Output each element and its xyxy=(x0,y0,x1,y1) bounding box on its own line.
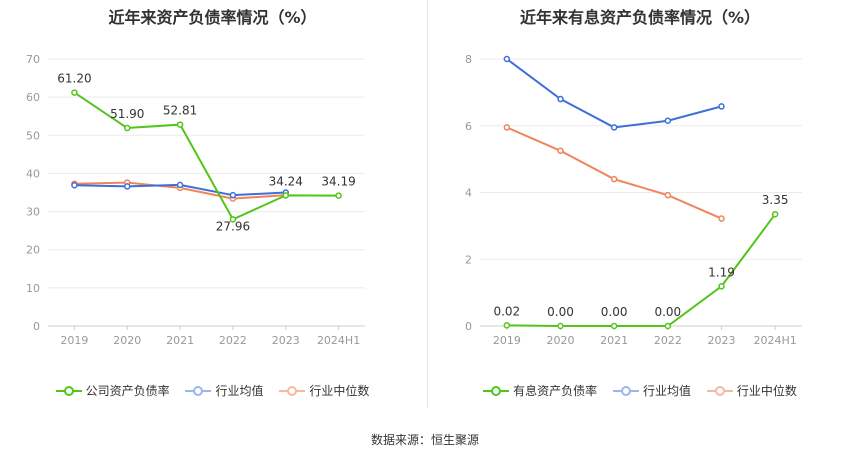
y-tick-label: 8 xyxy=(465,53,472,66)
chart-legend: 有息资产负债率 行业均值 行业中位数 xyxy=(430,382,850,399)
interest-debt-ratio-chart: 0 2 4 6 8 2019 2020 2021 2022 2023 2024H1 0.02 0.00 0… xyxy=(465,53,802,347)
data-point xyxy=(503,55,511,63)
data-point xyxy=(664,191,672,199)
x-tick-label: 2020 xyxy=(113,334,141,347)
legend-line-icon xyxy=(185,385,212,396)
data-point xyxy=(610,175,618,183)
x-tick-label: 2022 xyxy=(219,334,247,347)
legend-label: 行业均值 xyxy=(215,384,264,398)
x-tick-label: 2022 xyxy=(654,334,682,347)
legend-label: 行业中位数 xyxy=(736,384,797,398)
y-tick-label: 0 xyxy=(33,320,40,333)
series-line xyxy=(506,126,722,220)
series-line xyxy=(506,58,722,129)
data-point xyxy=(557,147,564,155)
legend-item-company[interactable]: 公司资产负债率 xyxy=(55,382,170,399)
debt-ratio-chart: 0 10 20 30 40 50 60 70 2019 2020 2021 2022 2023 2024H… xyxy=(26,53,365,347)
data-point xyxy=(664,322,672,330)
data-point xyxy=(718,103,725,110)
data-label: 34.19 xyxy=(321,175,355,189)
data-point xyxy=(176,181,184,189)
left-chart-panel: 近年来资产负债率情况（%） 0 10 20 30 40 50 60 70 2019 2020 202… xyxy=(0,0,425,420)
legend-line-icon xyxy=(483,385,510,396)
legend-item-interest-debt[interactable]: 有息资产负债率 xyxy=(483,382,597,399)
data-point xyxy=(176,121,184,128)
legend-item-industry-median[interactable]: 行业中位数 xyxy=(279,382,369,399)
data-label: 0.00 xyxy=(601,305,628,319)
y-tick-label: 20 xyxy=(26,244,40,257)
legend-line-icon xyxy=(55,385,82,396)
x-tick-label: 2023 xyxy=(272,334,300,347)
data-point xyxy=(282,192,289,199)
data-label: 0.00 xyxy=(547,305,574,319)
data-point xyxy=(124,124,131,132)
x-tick-label: 2020 xyxy=(547,334,575,347)
legend-item-industry-median[interactable]: 行业中位数 xyxy=(706,382,797,399)
x-tick-label: 2019 xyxy=(60,334,88,347)
data-point xyxy=(71,182,78,189)
legend-line-icon xyxy=(706,385,733,396)
x-tick-label: 2021 xyxy=(166,334,194,347)
source-value: 恒生聚源 xyxy=(431,433,480,447)
chart-title: 近年来有息资产负债率情况（%） xyxy=(519,8,761,27)
data-label: 3.35 xyxy=(762,193,789,207)
panel-divider xyxy=(427,0,428,408)
source-label: 数据来源： xyxy=(370,433,431,447)
legend-label: 有息资产负债率 xyxy=(513,384,598,398)
data-source-note: 数据来源：恒生聚源 xyxy=(0,431,850,448)
y-tick-label: 10 xyxy=(26,282,40,295)
data-point xyxy=(557,95,564,103)
legend-line-icon xyxy=(612,385,639,396)
chart-legend: 公司资产负债率 行业均值 行业中位数 xyxy=(0,382,425,399)
data-point xyxy=(229,216,237,223)
data-point xyxy=(610,322,618,330)
legend-label: 行业中位数 xyxy=(309,384,370,398)
data-point xyxy=(503,124,511,131)
data-point xyxy=(718,283,725,290)
legend-label: 行业均值 xyxy=(642,384,691,398)
y-tick-label: 60 xyxy=(26,91,40,104)
x-tick-label: 2023 xyxy=(708,334,736,347)
data-point xyxy=(71,89,78,96)
series-line xyxy=(506,213,776,327)
legend-line-icon xyxy=(279,385,306,396)
data-point xyxy=(718,215,725,222)
data-point xyxy=(503,322,511,329)
data-label: 27.96 xyxy=(216,219,250,233)
data-point xyxy=(124,183,131,190)
series-line xyxy=(73,91,339,221)
data-label: 1.19 xyxy=(708,265,735,279)
chart-title: 近年来资产负债率情况（%） xyxy=(108,8,317,27)
data-label: 34.24 xyxy=(269,174,303,188)
data-label: 0.00 xyxy=(654,305,681,319)
y-tick-label: 30 xyxy=(26,206,40,219)
data-label: 61.20 xyxy=(57,72,91,86)
y-tick-label: 70 xyxy=(26,53,40,66)
legend-item-industry-avg[interactable]: 行业均值 xyxy=(185,382,264,399)
y-tick-label: 4 xyxy=(465,187,472,200)
x-tick-label: 2019 xyxy=(493,334,521,347)
y-tick-label: 50 xyxy=(26,129,40,142)
data-point xyxy=(229,191,237,199)
right-chart-panel: 近年来有息资产负债率情况（%） 0 2 4 6 8 2019 2020 2021 2022 202… xyxy=(430,0,850,420)
data-label: 0.02 xyxy=(493,304,520,318)
x-tick-label: 2024H1 xyxy=(317,334,360,347)
y-tick-label: 2 xyxy=(465,253,472,266)
data-label: 52.81 xyxy=(163,104,197,118)
data-label: 51.90 xyxy=(110,107,144,121)
data-point xyxy=(557,322,564,330)
data-point xyxy=(335,192,342,199)
data-point xyxy=(771,210,779,218)
y-tick-label: 6 xyxy=(465,120,472,133)
legend-label: 公司资产负债率 xyxy=(85,384,170,398)
x-tick-label: 2021 xyxy=(600,334,628,347)
y-tick-label: 0 xyxy=(465,320,472,333)
data-point xyxy=(664,117,672,124)
y-tick-label: 40 xyxy=(26,167,40,180)
data-point xyxy=(610,124,618,131)
x-tick-label: 2024H1 xyxy=(754,334,797,347)
legend-item-industry-avg[interactable]: 行业均值 xyxy=(612,382,691,399)
